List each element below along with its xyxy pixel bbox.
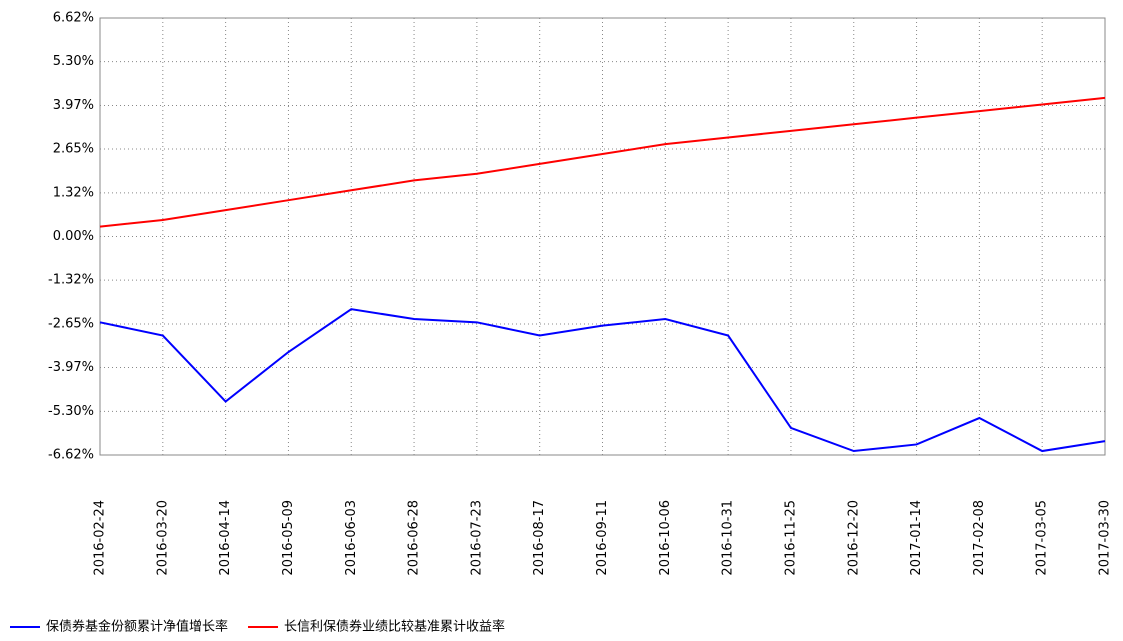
page: -6.62% -5.30% -3.97% -2.65% -1.32% 0.00% 1.32%… <box>0 0 1123 641</box>
y-tick-label: 6.62% <box>53 11 94 26</box>
chart: -6.62% -5.30% -3.97% -2.65% -1.32% 0.00% 1.32%… <box>0 0 1123 641</box>
y-tick-label: -1.32% <box>48 273 94 288</box>
x-tick-label: 2017-02-08 <box>972 500 987 576</box>
y-tick-label: 2.65% <box>53 142 94 157</box>
x-tick-label: 2016-02-24 <box>93 500 108 576</box>
x-tick-label: 2017-03-05 <box>1035 500 1050 576</box>
y-tick-label: 3.97% <box>53 98 94 113</box>
y-tick-label: 1.32% <box>53 185 94 200</box>
legend-label: 长信利保债券业绩比较基准累计收益率 <box>284 619 505 635</box>
x-tick-label: 2016-11-25 <box>783 500 798 576</box>
x-tick-label: 2016-06-28 <box>407 500 422 576</box>
y-tick-label: 0.00% <box>53 229 94 244</box>
y-tick-label: 5.30% <box>53 54 94 69</box>
y-tick-label: -3.97% <box>48 360 94 375</box>
y-tick-label: -5.30% <box>48 404 94 419</box>
y-tick-label: -6.62% <box>48 448 94 463</box>
legend-label: 保债券基金份额累计净值增长率 <box>46 619 228 635</box>
plot-frame <box>100 18 1105 455</box>
x-tick-label: 2016-09-11 <box>595 500 610 576</box>
x-tick-label: 2016-04-14 <box>218 500 233 576</box>
y-tick-label: -2.65% <box>48 316 94 331</box>
x-tick-label: 2017-03-30 <box>1098 500 1113 576</box>
x-tick-label: 2016-12-20 <box>846 500 861 576</box>
x-tick-label: 2016-10-31 <box>721 500 736 576</box>
x-tick-label: 2016-07-23 <box>469 500 484 576</box>
x-tick-label: 2016-05-09 <box>281 500 296 576</box>
x-tick-label: 2016-03-20 <box>155 500 170 576</box>
x-tick-label: 2016-08-17 <box>532 500 547 576</box>
x-tick-label: 2016-10-06 <box>658 500 673 576</box>
x-tick-label: 2016-06-03 <box>344 500 359 576</box>
x-tick-label: 2017-01-14 <box>909 500 924 576</box>
